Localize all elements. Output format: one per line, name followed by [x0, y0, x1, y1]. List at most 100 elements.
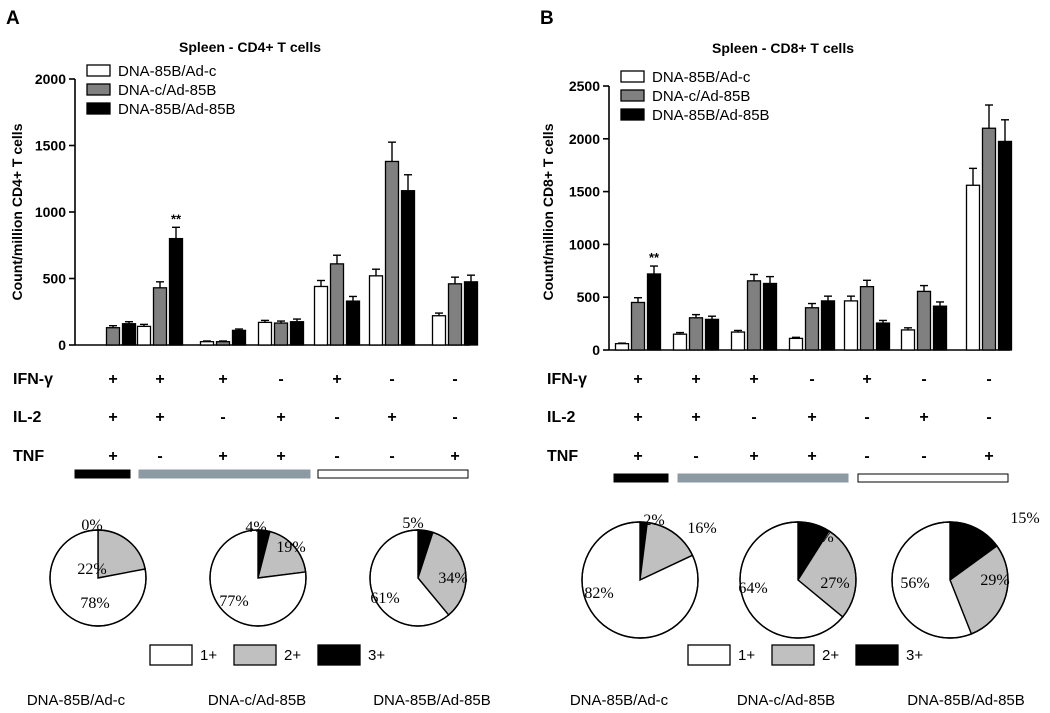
pie-outline	[891, 521, 1009, 639]
y-tick-label: 500	[577, 289, 601, 305]
chart-title: Spleen - CD8+ T cells	[712, 40, 854, 56]
pie-name: DNA-c/Ad-85B	[737, 692, 835, 709]
pie-label: 82%	[584, 585, 613, 602]
group-bar	[317, 469, 469, 479]
pie-label: 64%	[738, 580, 767, 597]
bar	[614, 343, 630, 351]
row-value: +	[633, 371, 642, 388]
row-value: -	[693, 448, 698, 465]
row-value: -	[864, 409, 869, 426]
bar	[384, 160, 400, 346]
row-value: -	[986, 409, 991, 426]
row-value: -	[220, 409, 225, 426]
bar	[289, 321, 305, 346]
pie-legend-label: 2+	[822, 647, 839, 664]
legend-label: DNA-c/Ad-85B	[652, 88, 750, 105]
bar	[746, 280, 762, 351]
bar	[368, 275, 384, 346]
bar	[981, 127, 997, 351]
pie-label: 2%	[643, 512, 664, 529]
y-tick-label: 2500	[569, 78, 600, 94]
row-value: +	[155, 409, 164, 426]
legend-swatch	[86, 83, 111, 96]
pie-label: 34%	[438, 570, 467, 587]
legend-label: DNA-85B/Ad-c	[652, 69, 751, 86]
y-tick-label: 0	[592, 342, 600, 358]
row-value: +	[633, 409, 642, 426]
legend-label: DNA-85B/Ad-85B	[118, 101, 236, 118]
bar	[843, 300, 859, 351]
bar	[730, 331, 746, 351]
bar	[257, 321, 273, 346]
pie-legend-swatch	[687, 644, 731, 666]
y-tick-label: 0	[58, 337, 66, 353]
pie-label: 9%	[812, 529, 833, 546]
pie-outline	[581, 521, 699, 639]
legend-swatch	[86, 102, 111, 115]
row-value: -	[452, 409, 457, 426]
row-value: +	[807, 448, 816, 465]
bar	[875, 322, 891, 351]
pie-outline	[49, 529, 147, 627]
row-value: +	[108, 448, 117, 465]
row-value: -	[278, 371, 283, 388]
pie-label: 4%	[245, 519, 266, 536]
y-tick-label: 1000	[569, 236, 600, 252]
group-bar	[613, 473, 669, 483]
bar	[329, 263, 345, 346]
row-value: -	[751, 409, 756, 426]
bar	[916, 290, 932, 351]
row-value: -	[921, 448, 926, 465]
group-bar	[138, 469, 311, 479]
legend-swatch	[620, 89, 645, 102]
bar	[136, 325, 152, 346]
pie-name: DNA-c/Ad-85B	[208, 692, 306, 709]
bar	[313, 285, 329, 346]
bar	[273, 322, 289, 346]
pie-name: DNA-85B/Ad-c	[570, 692, 669, 709]
bar	[646, 273, 662, 351]
bar	[804, 307, 820, 351]
y-tick-label: 2000	[35, 71, 66, 87]
panel-letter: A	[6, 8, 20, 29]
panel-letter: B	[540, 8, 554, 29]
y-tick-label: 500	[43, 271, 67, 287]
legend-swatch	[86, 64, 111, 77]
row-value: -	[334, 448, 339, 465]
bar	[672, 333, 688, 351]
bar	[688, 317, 704, 351]
row-value: +	[691, 409, 700, 426]
row-value: -	[389, 448, 394, 465]
pie-label: 61%	[370, 590, 399, 607]
row-value: +	[691, 371, 700, 388]
pie-legend-swatch	[855, 644, 899, 666]
pie-legend-swatch	[317, 644, 361, 666]
bar	[965, 184, 981, 351]
bar	[105, 327, 121, 346]
row-value: -	[864, 448, 869, 465]
bar	[168, 237, 184, 346]
pie-label: 22%	[77, 561, 106, 578]
row-label: IFN-γ	[13, 371, 53, 388]
bar	[630, 301, 646, 351]
legend-swatch	[620, 70, 645, 83]
row-value: +	[807, 409, 816, 426]
row-value: +	[450, 448, 459, 465]
bar	[345, 300, 361, 346]
group-bar	[677, 473, 849, 483]
pie-outline	[209, 529, 307, 627]
significance-marker: **	[649, 250, 660, 265]
row-value: -	[157, 448, 162, 465]
row-label: IL-2	[13, 409, 42, 426]
row-value: +	[749, 371, 758, 388]
row-value: +	[218, 371, 227, 388]
bar	[400, 190, 416, 346]
pie-legend-label: 1+	[738, 647, 755, 664]
pie-name: DNA-85B/Ad-85B	[373, 692, 491, 709]
bar	[788, 337, 804, 351]
row-value: +	[276, 409, 285, 426]
row-value: +	[919, 409, 928, 426]
pie-label: 27%	[820, 575, 849, 592]
bar	[231, 329, 247, 346]
